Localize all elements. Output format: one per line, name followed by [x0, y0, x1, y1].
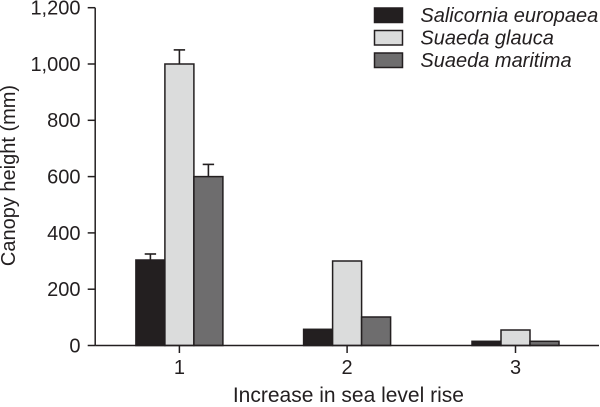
- svg-text:800: 800: [47, 110, 80, 132]
- svg-text:400: 400: [47, 223, 80, 245]
- svg-text:2: 2: [342, 357, 353, 379]
- svg-text:Increase in sea level rise: Increase in sea level rise: [233, 384, 464, 407]
- svg-text:Canopy height (mm): Canopy height (mm): [0, 85, 20, 266]
- svg-text:0: 0: [69, 335, 80, 357]
- svg-text:1,000: 1,000: [30, 54, 80, 76]
- svg-text:1: 1: [174, 357, 185, 379]
- svg-text:200: 200: [47, 279, 80, 301]
- svg-text:3: 3: [510, 357, 521, 379]
- svg-text:Salicornia europaea: Salicornia europaea: [420, 5, 598, 27]
- svg-text:600: 600: [47, 167, 80, 189]
- svg-text:Suaeda maritima: Suaeda maritima: [420, 50, 571, 72]
- svg-text:1,200: 1,200: [30, 0, 80, 20]
- svg-text:Suaeda glauca: Suaeda glauca: [420, 28, 553, 50]
